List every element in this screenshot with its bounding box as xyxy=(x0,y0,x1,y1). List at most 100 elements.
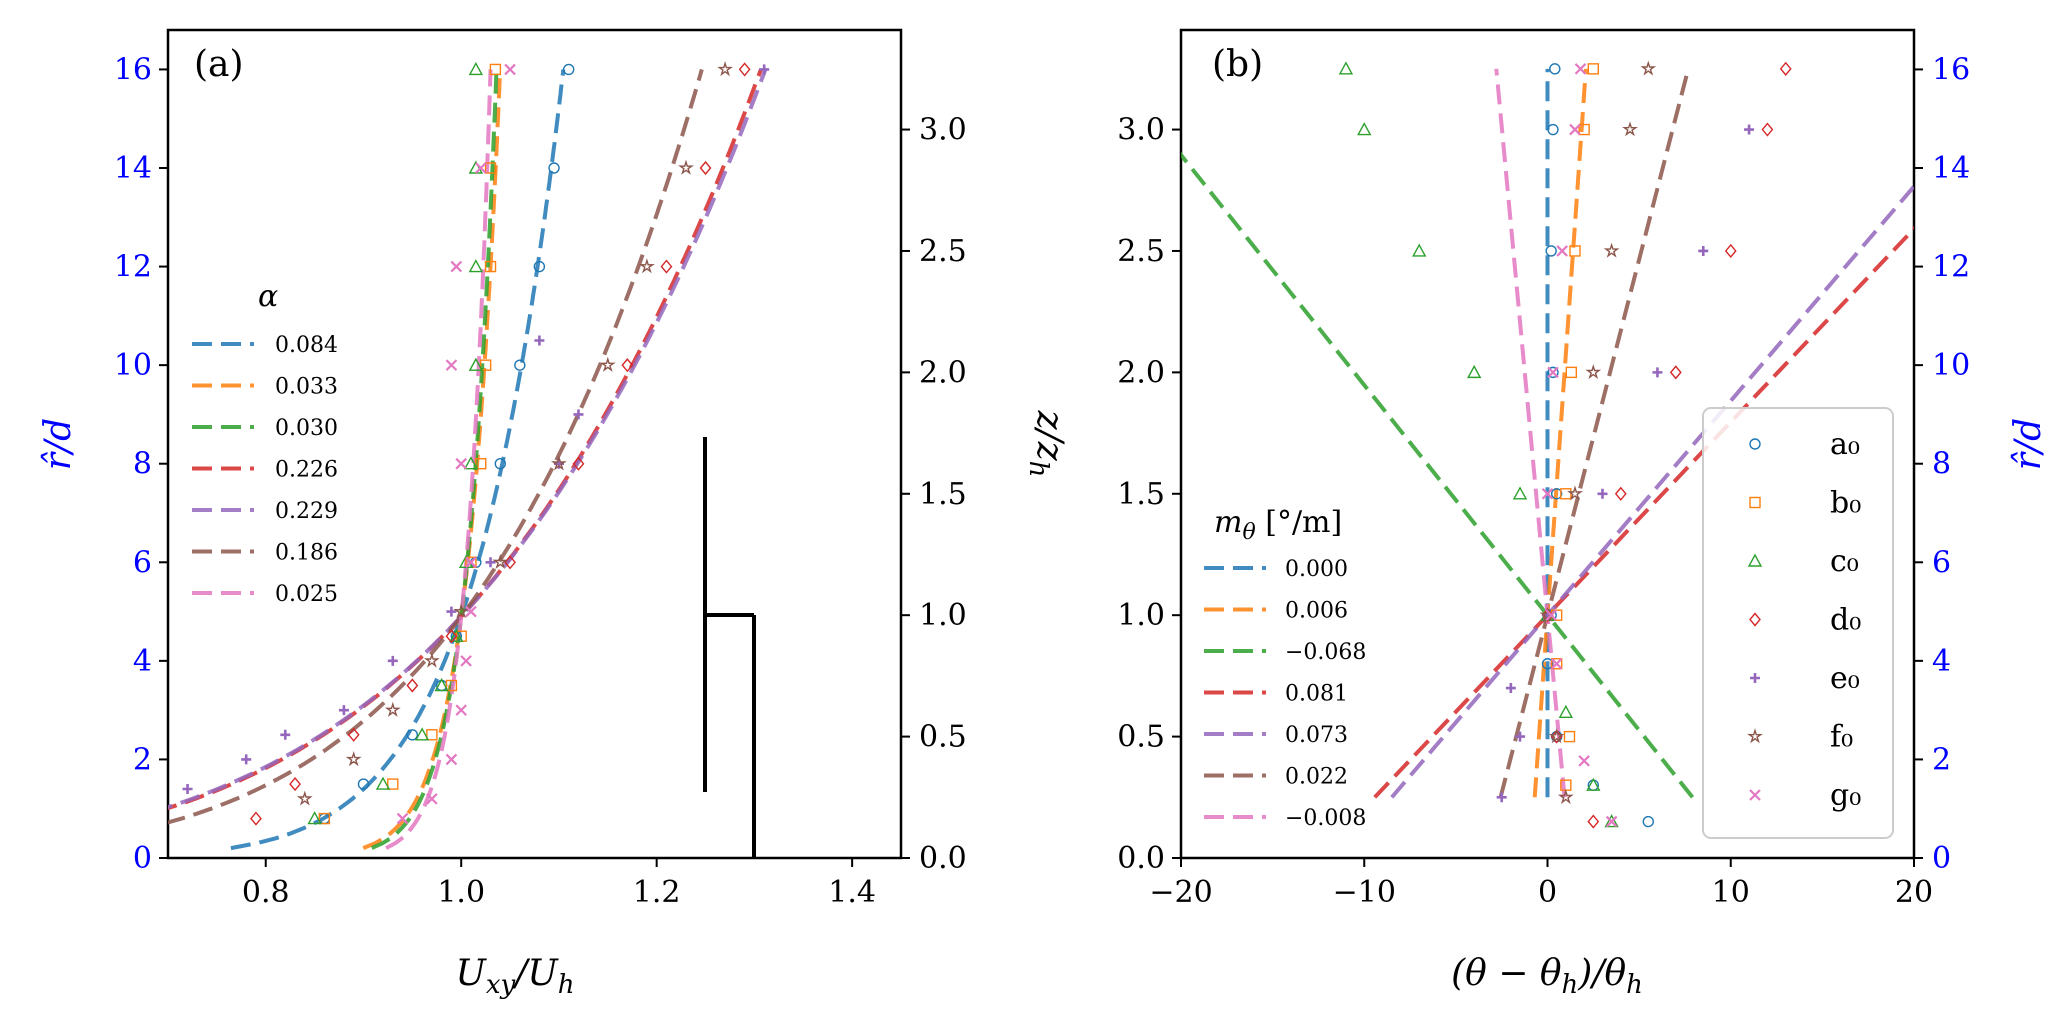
a-xlabel-sub1: xy xyxy=(486,970,516,1000)
a-xtick-label: 1.4 xyxy=(828,875,876,910)
b-model-line-1 xyxy=(1532,68,1588,798)
b-legend-label-3: 0.081 xyxy=(1285,682,1348,707)
a-left-ytick-label: 4 xyxy=(133,644,152,679)
b-model-line-5 xyxy=(1498,68,1691,798)
panel-a-frame xyxy=(166,28,903,860)
a-marker-5 xyxy=(453,603,470,619)
a-marker-5 xyxy=(384,701,401,717)
a-zzh-sub: h xyxy=(1023,461,1053,478)
a-marker-3 xyxy=(660,259,673,274)
a-model-line-5 xyxy=(168,68,704,825)
b-marker-2 xyxy=(1512,486,1528,500)
panel-a-x-axis-title: Uxy/Uh xyxy=(456,953,575,1000)
panel-b-right-ticks: 0 2 4 6 8 10 12 14 16 xyxy=(1914,52,1970,876)
panel-a-left-axis-title: r̂/d xyxy=(38,418,79,470)
turbine-sketch xyxy=(703,437,756,858)
b-legend-label-5: 0.022 xyxy=(1285,765,1348,790)
b-marker-5 xyxy=(1567,485,1583,501)
a-model-line-6 xyxy=(385,69,493,850)
a-marker-3 xyxy=(572,456,585,471)
b-marker-4 xyxy=(1652,367,1663,378)
b-marker-3 xyxy=(1779,61,1792,76)
a-marker-2 xyxy=(468,259,484,273)
panel-a-model-lines xyxy=(168,68,768,851)
a-right-ytick-label: 3.0 xyxy=(919,113,967,148)
b-marker-legend-swatch-0 xyxy=(1749,438,1761,450)
a-marker-3 xyxy=(621,358,634,373)
b-marker-2 xyxy=(1467,364,1482,379)
a-marker-3 xyxy=(445,629,458,644)
a-marker-3 xyxy=(699,160,712,176)
b-marker-3 xyxy=(1761,122,1774,137)
a-left-ytick-label: 12 xyxy=(114,250,152,285)
b-marker-5 xyxy=(1640,60,1657,76)
a-marker-3 xyxy=(347,727,360,742)
b-marker-6 xyxy=(1556,245,1568,257)
b-marker-3 xyxy=(1614,486,1627,501)
b-marker-2 xyxy=(1357,122,1372,136)
b-marker-1 xyxy=(1578,123,1590,136)
b-marker-5 xyxy=(1622,121,1638,137)
panel-a-label: (a) xyxy=(194,44,244,85)
b-marker-legend-swatch-1 xyxy=(1749,496,1761,509)
a-legend-label-3: 0.226 xyxy=(275,458,338,483)
a-marker-0 xyxy=(563,63,575,76)
b-left-ytick-label: 0.5 xyxy=(1117,720,1165,755)
a-marker-4 xyxy=(387,655,398,666)
a-right-ytick-label: 0.0 xyxy=(919,841,967,876)
a-marker-4 xyxy=(241,754,252,765)
b-marker-4 xyxy=(1496,792,1507,803)
a-model-line-0 xyxy=(230,69,566,851)
b-left-ytick-label: 2.0 xyxy=(1117,355,1165,390)
a-xlabel-sub2: h xyxy=(558,970,575,1000)
a-marker-3 xyxy=(738,62,751,77)
b-marker-2 xyxy=(1586,777,1601,791)
b-marker-6 xyxy=(1547,366,1559,379)
b-marker-legend-label-0: a₀ xyxy=(1830,427,1860,462)
b-legend-label-6: −0.008 xyxy=(1285,806,1366,831)
a-marker-2 xyxy=(307,811,322,825)
panel-a-legend-title: α xyxy=(258,279,278,314)
b-xtick-label: −10 xyxy=(1333,875,1396,910)
a-marker-4 xyxy=(446,606,457,617)
a-left-ytick-label: 6 xyxy=(133,545,152,580)
b-marker-3 xyxy=(1724,243,1737,259)
a-legend-label-5: 0.186 xyxy=(275,541,338,566)
b-right-ytick-label: 8 xyxy=(1932,447,1951,482)
b-marker-legend-swatch-4 xyxy=(1750,673,1760,683)
a-marker-3 xyxy=(406,678,419,693)
a-marker-2 xyxy=(468,357,484,371)
b-marker-6 xyxy=(1578,755,1590,767)
a-marker-5 xyxy=(424,652,440,668)
a-model-line-4 xyxy=(168,68,768,810)
a-marker-5 xyxy=(599,356,616,372)
b-right-ytick-label: 14 xyxy=(1932,151,1970,186)
a-marker-1 xyxy=(479,359,492,371)
b-marker-6 xyxy=(1545,609,1557,621)
panel-a-markers xyxy=(182,61,770,826)
panel-a-left-ticks: 0 2 4 6 8 10 12 14 16 xyxy=(114,52,168,876)
b-model-line-2 xyxy=(1181,151,1695,799)
a-marker-5 xyxy=(345,751,362,767)
b-model-line-6 xyxy=(1494,68,1567,798)
a-marker-6 xyxy=(455,704,467,716)
a-marker-4 xyxy=(182,784,193,794)
a-legend-label-1: 0.033 xyxy=(275,375,338,400)
b-marker-0 xyxy=(1550,488,1563,500)
b-leg-title-sub: θ xyxy=(1242,520,1255,545)
b-marker-legend-label-1: b₀ xyxy=(1830,486,1861,521)
panel-b-markers xyxy=(1338,60,1792,829)
b-marker-4 xyxy=(1505,683,1516,694)
b-marker-0 xyxy=(1547,123,1559,136)
b-xlabel-left: (θ − θ xyxy=(1451,953,1562,994)
a-marker-6 xyxy=(445,753,458,766)
a-marker-4 xyxy=(534,335,545,346)
panel-b-marker-legend: a₀ b₀ c₀ d₀ e₀ f₀ g₀ xyxy=(1702,407,1894,839)
a-marker-5 xyxy=(638,258,655,274)
b-marker-6 xyxy=(1605,815,1618,828)
a-left-ytick-label: 14 xyxy=(114,151,152,186)
b-marker-0 xyxy=(1642,815,1654,828)
b-left-ytick-label: 1.5 xyxy=(1117,477,1165,512)
panel-a-legend: α 0.084 0.033 0.030 0.226 0.229 0.186 0.025 xyxy=(192,279,338,607)
b-marker-0 xyxy=(1549,63,1561,75)
